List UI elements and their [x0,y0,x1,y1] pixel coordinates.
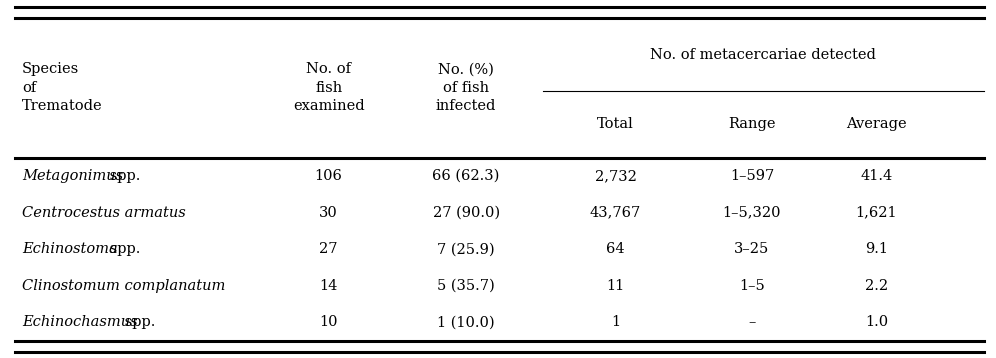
Text: 64: 64 [607,242,624,256]
Text: 7 (25.9): 7 (25.9) [437,242,495,256]
Text: 10: 10 [320,315,338,329]
Text: 1: 1 [611,315,621,329]
Text: 1.0: 1.0 [865,315,888,329]
Text: 27 (90.0): 27 (90.0) [432,205,500,219]
Text: spp.: spp. [105,169,140,183]
Text: spp.: spp. [120,315,155,329]
Text: 1–597: 1–597 [730,169,774,183]
Text: Average: Average [847,117,906,131]
Text: Echinostoma: Echinostoma [22,242,118,256]
Text: No. of
fish
examined: No. of fish examined [293,62,365,113]
Text: 1–5,320: 1–5,320 [723,205,781,219]
Text: Clinostomum complanatum: Clinostomum complanatum [22,279,225,293]
Text: 41.4: 41.4 [861,169,892,183]
Text: 3–25: 3–25 [734,242,770,256]
Text: Range: Range [728,117,776,131]
Text: 1–5: 1–5 [739,279,765,293]
Text: No. (%)
of fish
infected: No. (%) of fish infected [436,62,496,113]
Text: Centrocestus armatus: Centrocestus armatus [22,205,185,219]
Text: –: – [748,315,756,329]
Text: 5 (35.7): 5 (35.7) [437,279,495,293]
Text: Metagonimus: Metagonimus [22,169,124,183]
Text: 1,621: 1,621 [856,205,897,219]
Text: 43,767: 43,767 [590,205,641,219]
Text: 1 (10.0): 1 (10.0) [437,315,495,329]
Text: 27: 27 [320,242,338,256]
Text: 11: 11 [607,279,624,293]
Text: 106: 106 [315,169,343,183]
Text: 66 (62.3): 66 (62.3) [432,169,500,183]
Text: 2.2: 2.2 [865,279,888,293]
Text: 14: 14 [320,279,338,293]
Text: spp.: spp. [105,242,140,256]
Text: Species
of
Trematode: Species of Trematode [22,62,103,113]
Text: Total: Total [598,117,633,131]
Text: No. of metacercariae detected: No. of metacercariae detected [650,48,876,62]
Text: Echinochasmus: Echinochasmus [22,315,137,329]
Text: 30: 30 [320,205,338,219]
Text: 9.1: 9.1 [865,242,888,256]
Text: 2,732: 2,732 [595,169,636,183]
